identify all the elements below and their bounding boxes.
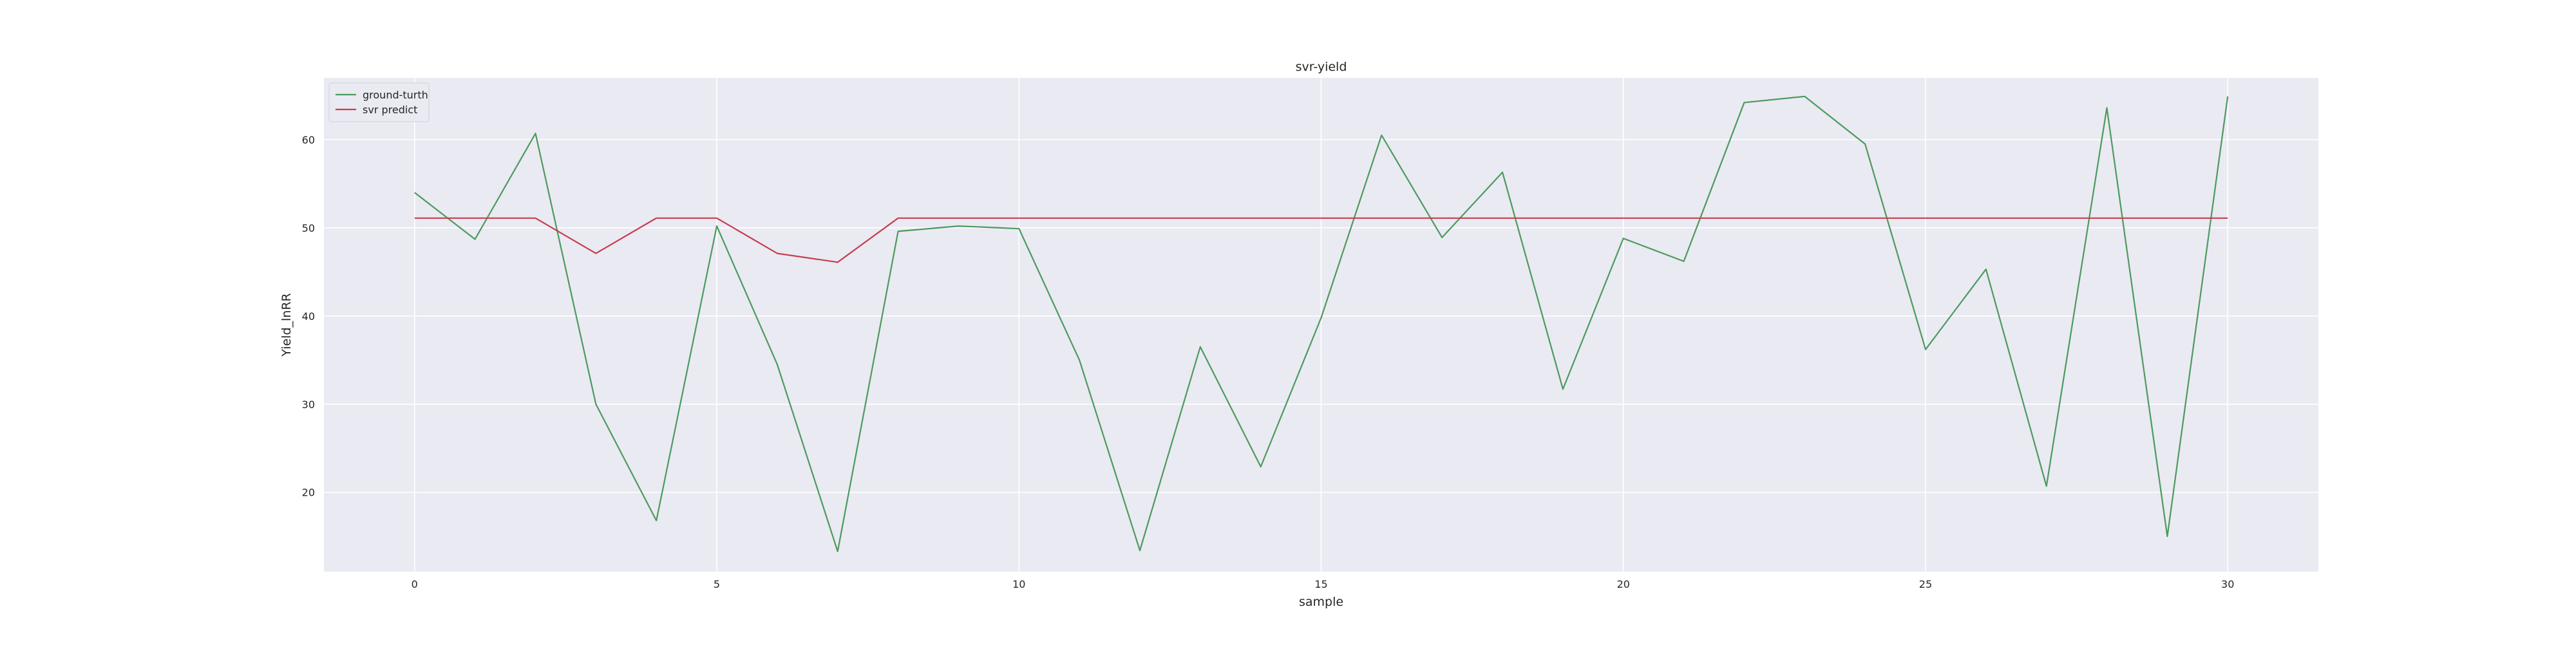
x-tick-label: 5 [714, 578, 720, 590]
y-axis-label: Yield_lnRR [279, 293, 294, 357]
y-tick-label: 20 [302, 487, 315, 499]
y-tick-label: 50 [302, 222, 315, 234]
y-tick-label: 40 [302, 310, 315, 323]
x-tick-label: 30 [2221, 578, 2234, 590]
legend-box [328, 82, 430, 122]
y-tick-label: 30 [302, 399, 315, 411]
x-tick-label: 10 [1012, 578, 1025, 590]
series-lines [414, 95, 2229, 552]
x-tick-label: 25 [1919, 578, 1932, 590]
tick-labels: 0 5 10 15 20 25 30 20 30 40 50 60 [302, 134, 2235, 590]
legend-label: svr predict [363, 104, 417, 116]
x-axis-label: sample [1299, 595, 1343, 609]
x-tick-label: 15 [1314, 578, 1327, 590]
legend: ground-turth svr predict [328, 82, 430, 122]
chart-title: svr-yield [1296, 60, 1347, 74]
series-line-svr-predict [414, 217, 2228, 263]
x-tick-label: 20 [1617, 578, 1630, 590]
series-line-ground-turth [414, 95, 2229, 552]
x-tick-label: 0 [412, 578, 418, 590]
y-tick-label: 60 [302, 134, 315, 146]
legend-label: ground-turth [363, 89, 428, 101]
